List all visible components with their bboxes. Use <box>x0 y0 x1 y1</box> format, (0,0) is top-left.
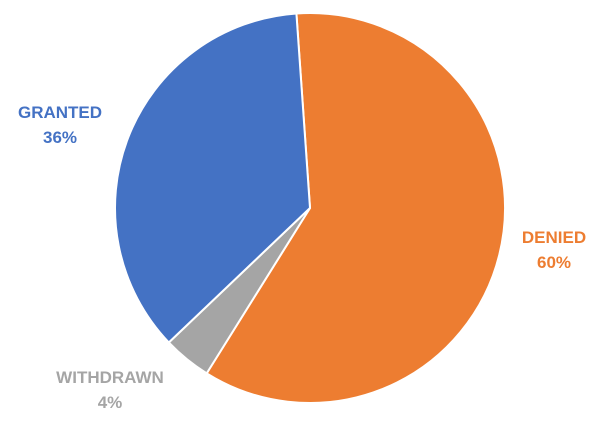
slice-category-label: WITHDRAWN <box>56 368 164 387</box>
pie-slices <box>114 12 507 404</box>
pie-slice-denied <box>205 12 507 404</box>
slice-percent-label: 60% <box>537 253 571 272</box>
slice-label-granted: GRANTED 36% <box>18 103 102 147</box>
pie-labels: DENIED 60% WITHDRAWN 4% GRANTED 36% <box>18 103 586 412</box>
slice-label-withdrawn: WITHDRAWN 4% <box>56 368 164 412</box>
pie-slice-granted <box>114 12 311 344</box>
slice-percent-label: 4% <box>98 393 123 412</box>
slice-percent-label: 36% <box>43 128 77 147</box>
slice-category-label: GRANTED <box>18 103 102 122</box>
slice-category-label: DENIED <box>522 228 586 247</box>
slice-label-denied: DENIED 60% <box>522 228 586 272</box>
